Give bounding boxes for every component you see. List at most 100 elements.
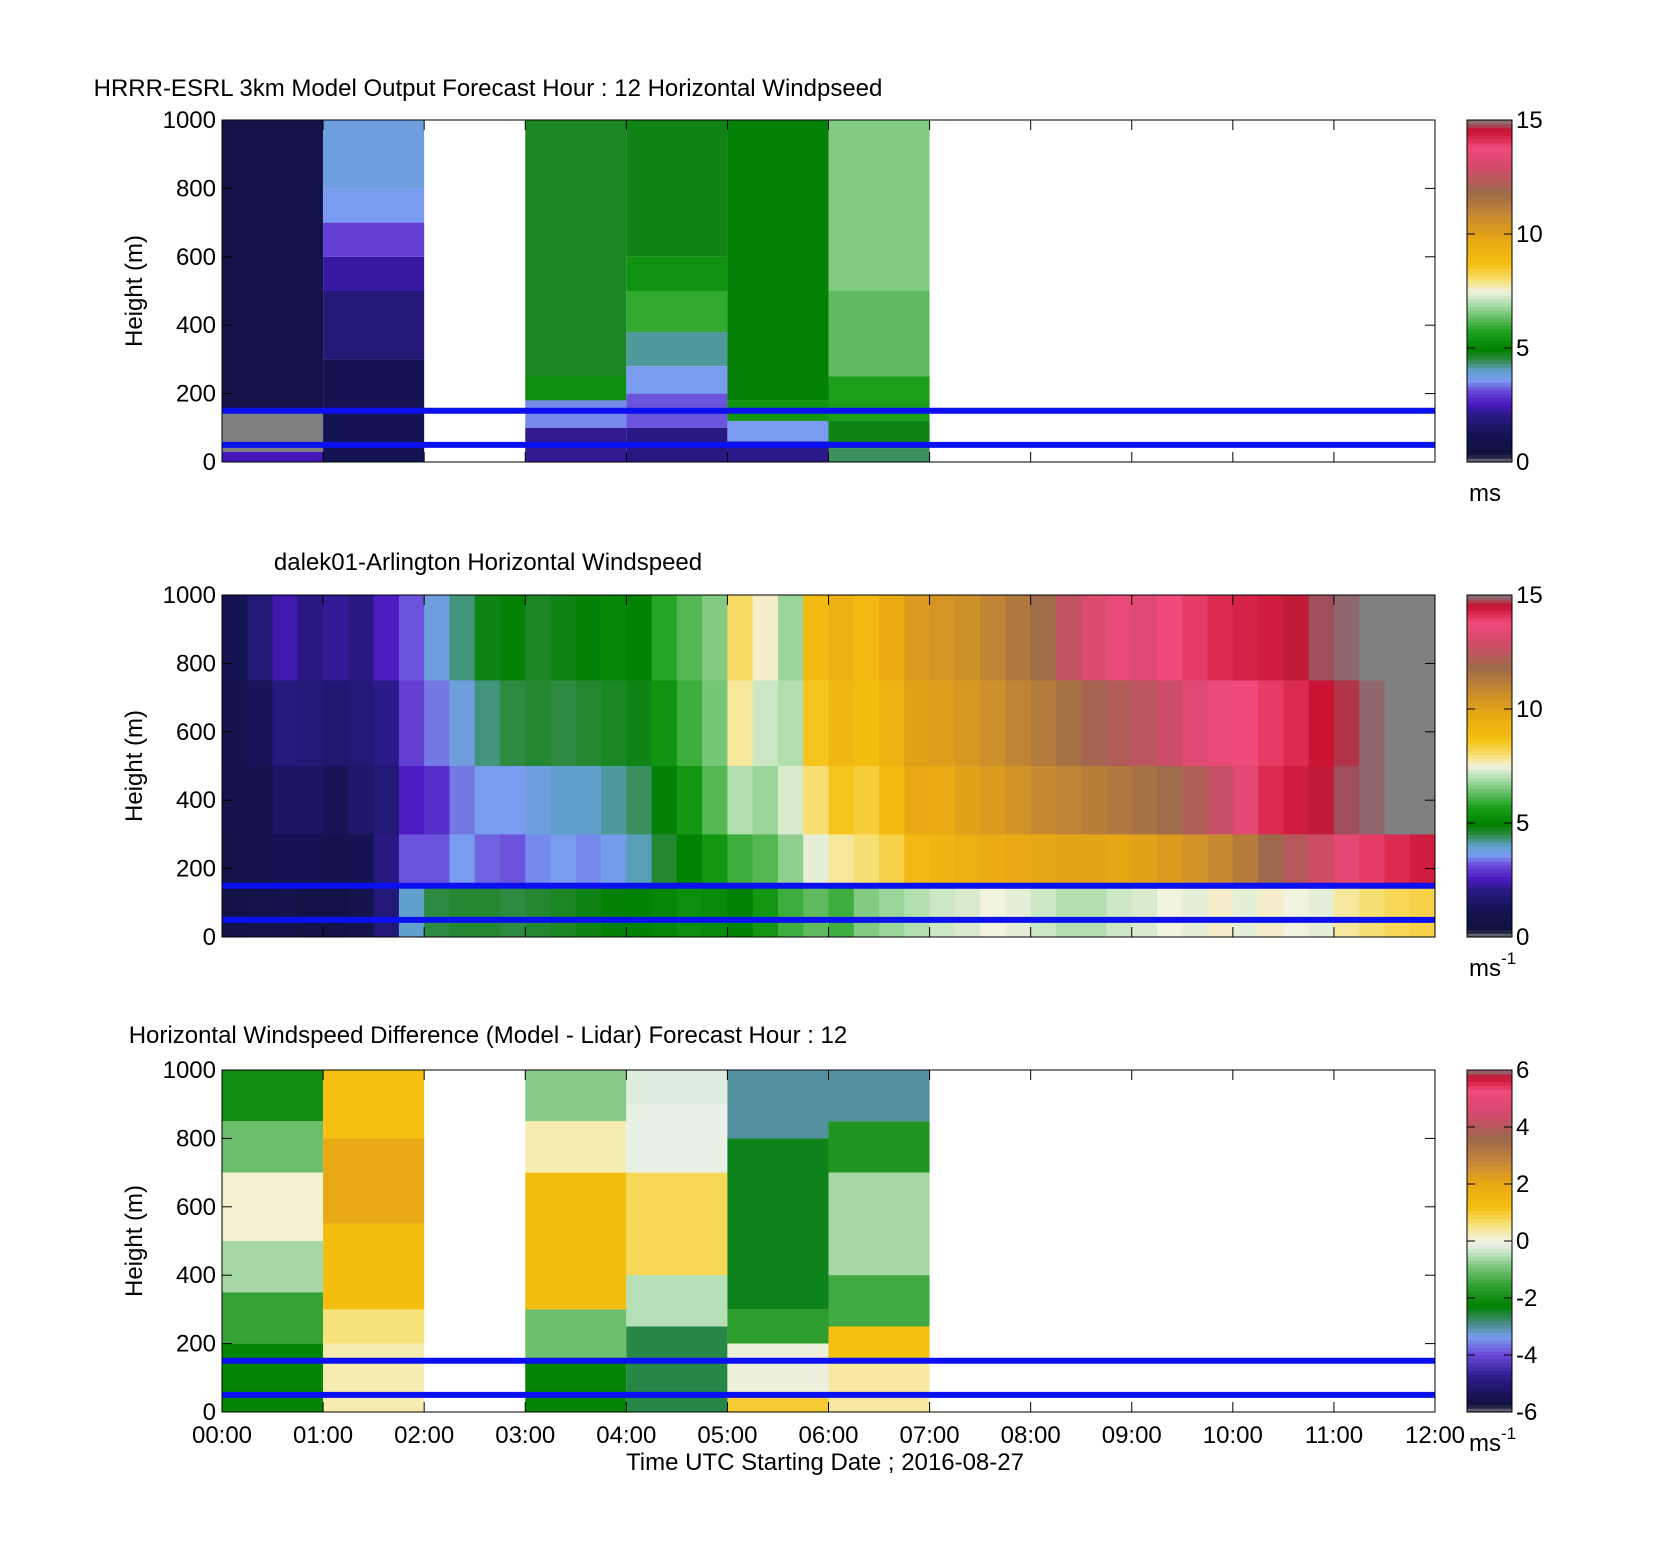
heatmap-cell (954, 766, 981, 835)
colorbar-segment (1467, 1313, 1512, 1318)
colorbar-segment (1467, 355, 1512, 360)
colorbar-segment (1467, 1370, 1512, 1375)
heatmap-cell (474, 885, 501, 938)
colorbar-segment (1467, 769, 1512, 775)
heatmap-cell (373, 834, 400, 887)
heatmap-cell (373, 766, 400, 835)
colorbar-segment (1467, 697, 1512, 702)
heatmap-cell (828, 1326, 930, 1361)
heatmap-cell (222, 1343, 324, 1412)
y-tick-label: 1000 (163, 582, 216, 609)
colorbar-segment (1467, 1244, 1512, 1250)
heatmap-cell (499, 766, 526, 835)
heatmap-cell (222, 680, 248, 767)
heatmap-cell (601, 834, 627, 887)
colorbar-tick-label: 2 (1516, 1171, 1529, 1198)
colorbar-segment (1467, 1260, 1512, 1265)
heatmap-cell (828, 834, 855, 887)
colorbar-segment (1467, 663, 1512, 668)
heatmap-cell (828, 376, 930, 421)
y-tick-label: 1000 (163, 1057, 216, 1084)
heatmap-cell (676, 595, 703, 681)
colorbar-segment (1467, 306, 1512, 311)
heatmap-cell (499, 834, 526, 887)
reference-lines (222, 882, 1435, 923)
heatmap-cell (272, 680, 299, 767)
colorbar-segment (1467, 925, 1512, 930)
heatmap-cell (550, 680, 577, 767)
colorbar: 0 5 10 15 ms-1 (1466, 582, 1543, 982)
heatmap-cell (272, 834, 299, 887)
heatmap-cell (1409, 680, 1436, 767)
colorbar-tick-label: 0 (1516, 449, 1529, 476)
heatmap-cell (727, 420, 829, 442)
colorbar-segment (1467, 1271, 1512, 1276)
colorbar-segment (1467, 317, 1512, 322)
colorbar-segment (1467, 237, 1512, 243)
heatmap-cell (727, 766, 754, 835)
heatmap-cell (550, 834, 577, 887)
colorbar-segment (1467, 1309, 1512, 1314)
colorbar-segment (1467, 135, 1512, 140)
heatmap-cell (676, 680, 703, 767)
panel-model-output: HRRR-ESRL 3km Model Output Forecast Hour… (94, 75, 1543, 507)
heatmap-cell (601, 766, 627, 835)
heatmap-cell (1055, 595, 1082, 681)
heatmap-cell (626, 885, 653, 938)
heatmap-cell (525, 595, 552, 681)
y-tick-label: 0 (203, 924, 216, 951)
colorbar-segment (1467, 1127, 1512, 1132)
colorbar-segment (1467, 264, 1512, 269)
heatmap-cell (1333, 766, 1360, 835)
heatmap-cell (828, 595, 855, 681)
colorbar-segment (1467, 754, 1512, 759)
heatmap-cell (803, 766, 829, 835)
heatmap-cell (222, 595, 248, 681)
heatmap-cell (323, 1309, 425, 1344)
heatmap-cell (879, 680, 905, 767)
colorbar-segment (1467, 1305, 1512, 1310)
colorbar-segment (1467, 268, 1512, 273)
colorbar-segment (1467, 621, 1512, 626)
heatmap-cell (348, 766, 375, 835)
colorbar-segment (1467, 173, 1512, 178)
heatmap-cell (222, 120, 324, 411)
colorbar-segment (1467, 1290, 1512, 1295)
colorbar-segment (1467, 222, 1512, 227)
heatmap-cell (601, 885, 627, 938)
heatmap-cell (323, 766, 349, 835)
heatmap-cell (1359, 834, 1385, 887)
heatmap-cell (954, 885, 981, 938)
colorbar-segment (1467, 397, 1512, 402)
heatmap-cell (803, 885, 829, 938)
heatmap-cell (222, 885, 248, 938)
heatmap-cell (828, 1121, 930, 1173)
colorbar-segment (1467, 705, 1512, 710)
colorbar-segment (1467, 602, 1512, 607)
colorbar-segment (1467, 1404, 1512, 1409)
colorbar-segment (1467, 230, 1512, 235)
heatmap-cell (626, 291, 728, 333)
colorbar-segment (1467, 823, 1512, 828)
colorbar-segment (1467, 743, 1512, 748)
heatmap-cell (1409, 834, 1436, 887)
x-tick-label: 01:00 (293, 1422, 353, 1449)
colorbar-segment (1467, 728, 1512, 733)
heatmap-cell (474, 766, 501, 835)
heatmap-cell (651, 680, 678, 767)
colorbar-segment (1467, 1191, 1512, 1196)
colorbar-segment (1467, 819, 1512, 824)
colorbar-segment (1467, 640, 1512, 645)
colorbar-segment (1467, 750, 1512, 756)
heatmap-cell (828, 1275, 930, 1327)
colorbar-segment (1467, 393, 1512, 398)
colorbar-segment (1467, 123, 1512, 129)
y-tick-label: 0 (203, 1399, 216, 1426)
heatmap-cell (1384, 834, 1411, 887)
heatmap-cell (980, 680, 1006, 767)
heatmap-cell (272, 766, 299, 835)
heatmap-cell (879, 595, 905, 681)
colorbar-segment (1467, 690, 1512, 695)
heatmap-cell (449, 766, 476, 835)
heatmap-cell (222, 834, 248, 887)
